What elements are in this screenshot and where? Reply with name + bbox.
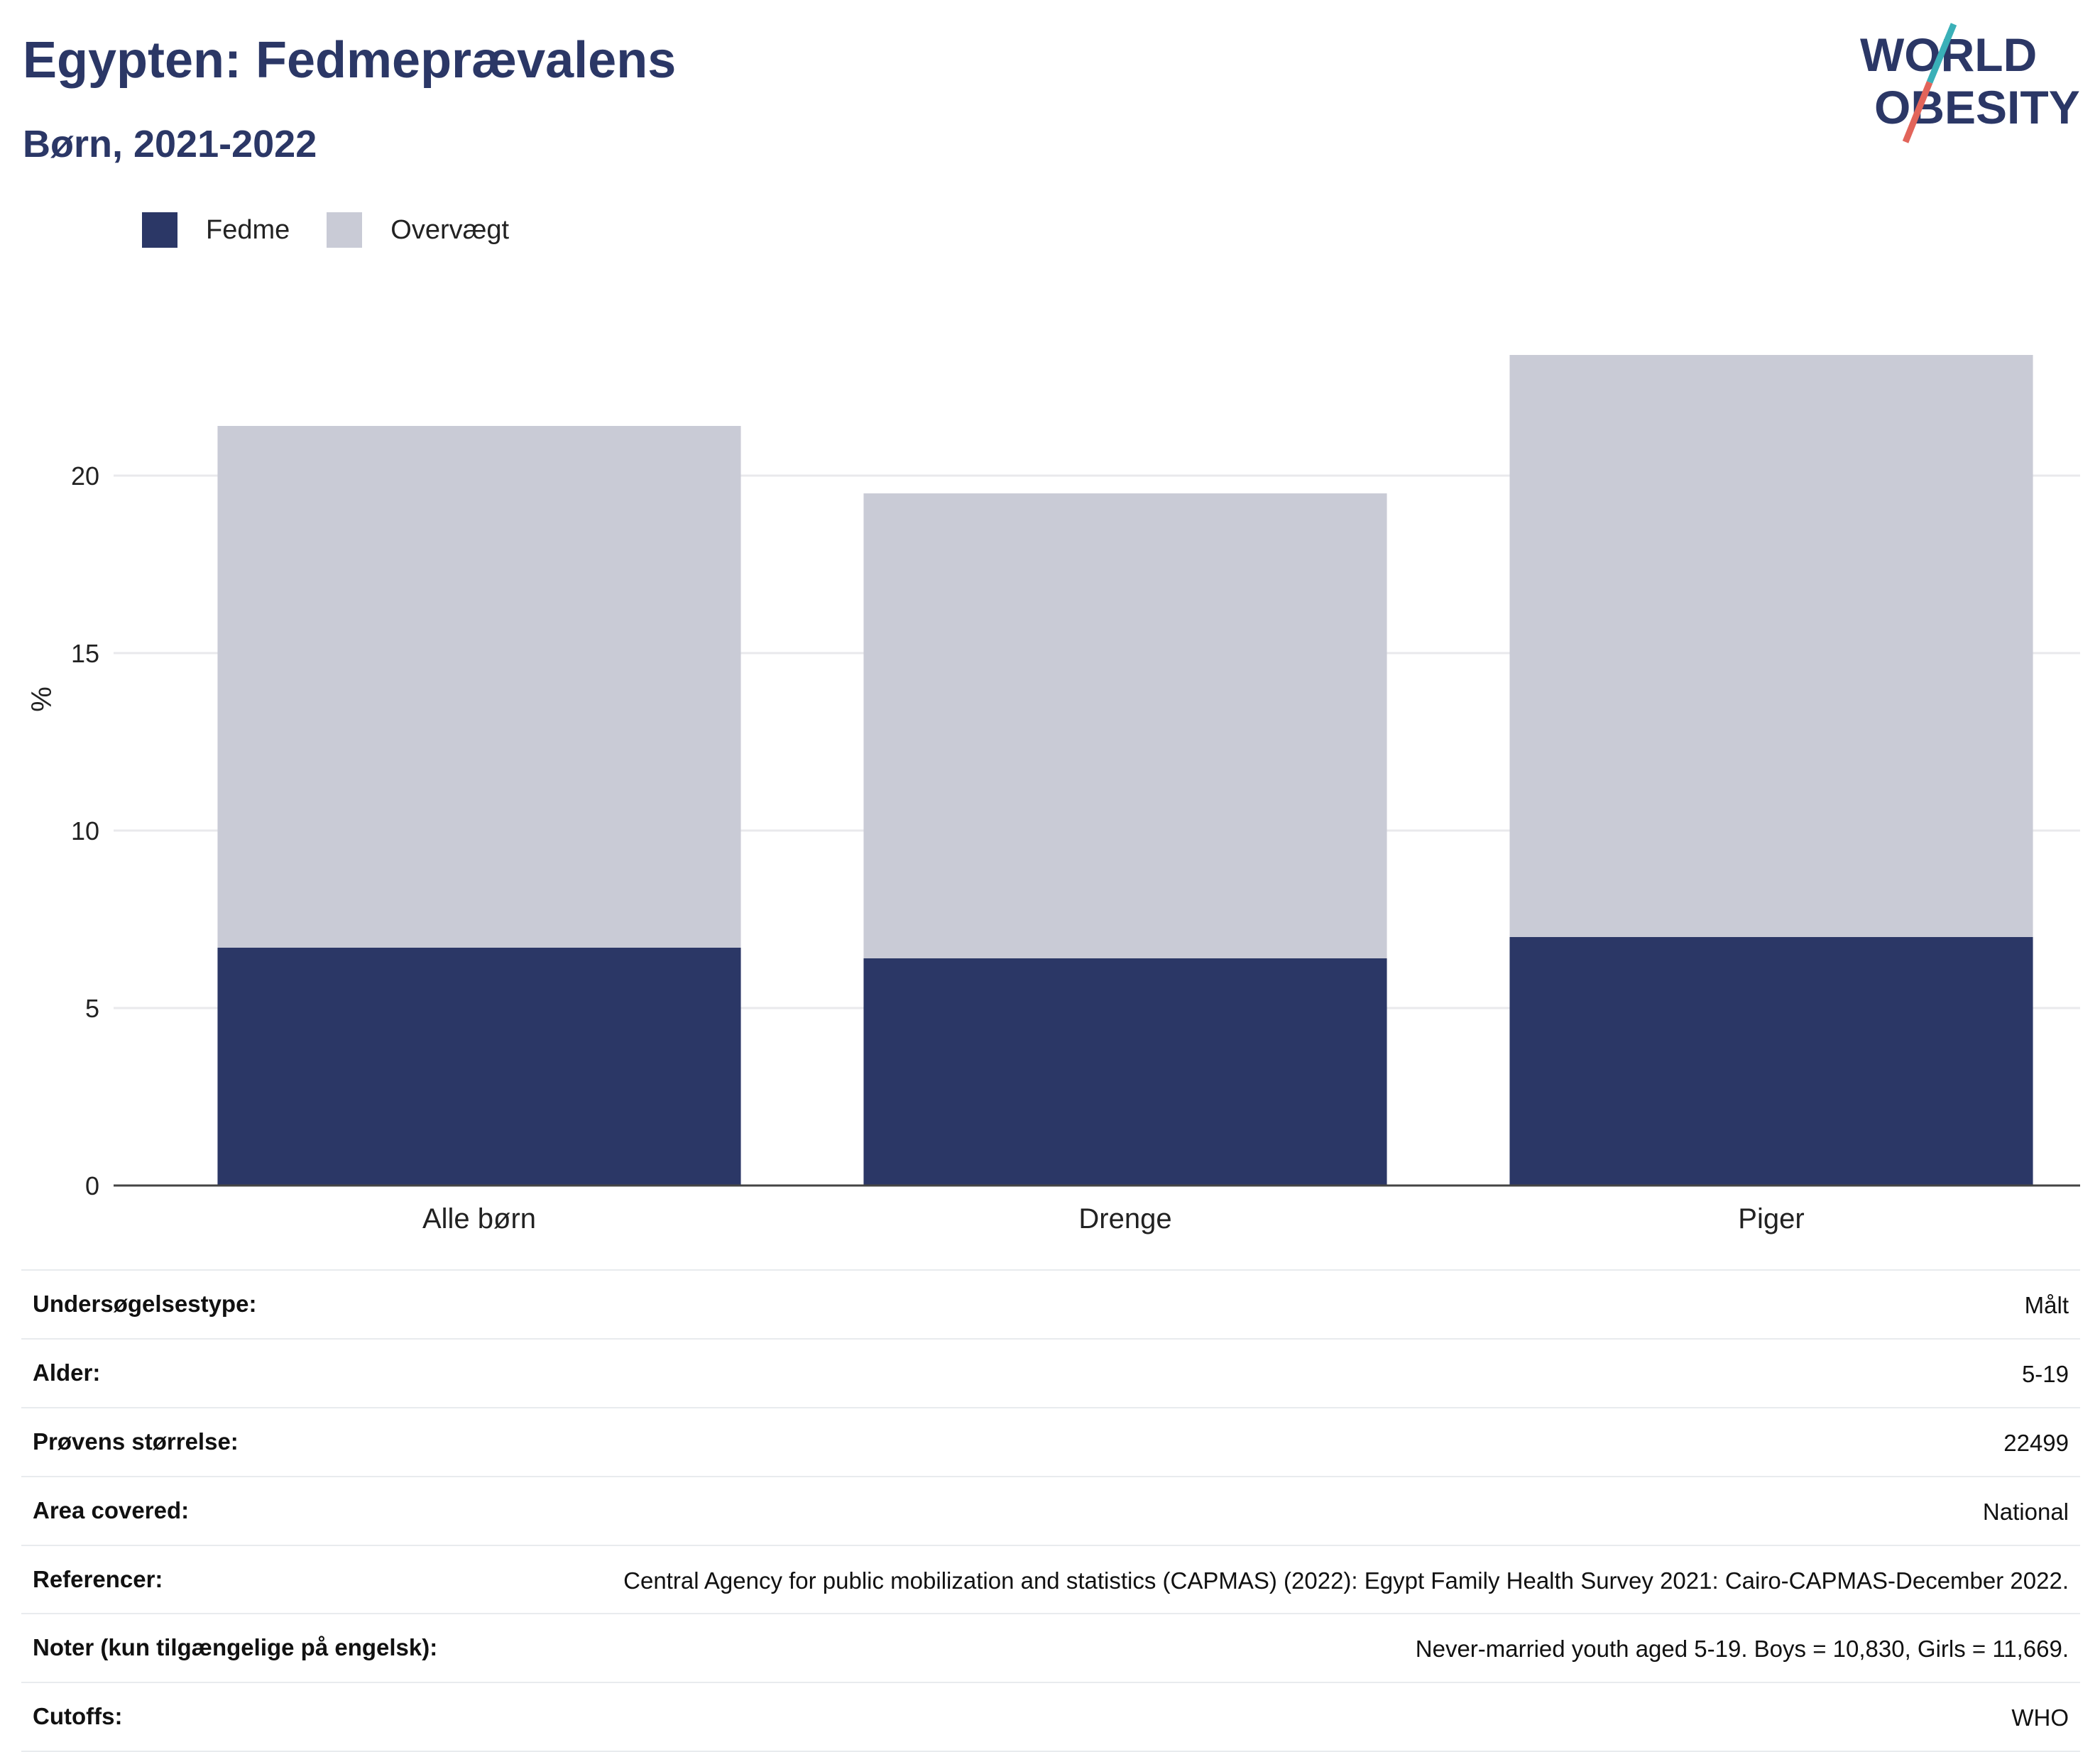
info-label: Prøvens størrelse: xyxy=(33,1428,239,1455)
info-label: Cutoffs: xyxy=(33,1703,123,1730)
info-value: Never-married youth aged 5-19. Boys = 10… xyxy=(1415,1636,2069,1663)
legend-item-overvaegt[interactable]: Overvægt xyxy=(327,212,509,248)
bar-overvaegt[interactable] xyxy=(217,426,741,948)
info-label: Area covered: xyxy=(33,1496,190,1523)
legend-swatch-fedme xyxy=(142,212,177,248)
logo-text-obesity: OBESITY xyxy=(1874,81,2080,133)
x-tick-label: Alle børn xyxy=(422,1203,536,1234)
x-tick-label: Drenge xyxy=(1078,1203,1171,1234)
y-tick-label: 5 xyxy=(85,994,99,1023)
legend-item-fedme[interactable]: Fedme xyxy=(142,212,290,248)
info-value: National xyxy=(1982,1498,2069,1525)
y-axis-title: % xyxy=(26,686,58,712)
bar-fedme[interactable] xyxy=(217,948,741,1186)
page-title: Egypten: Fedmeprævalens xyxy=(23,32,677,89)
bar-overvaegt[interactable] xyxy=(863,493,1387,958)
bar-fedme[interactable] xyxy=(863,958,1387,1186)
info-value: Målt xyxy=(2024,1292,2069,1318)
info-value: 5-19 xyxy=(2021,1360,2069,1387)
info-value: Central Agency for public mobilization a… xyxy=(623,1567,2069,1594)
info-label: Undersøgelsestype: xyxy=(33,1291,257,1317)
y-tick-label: 15 xyxy=(71,639,99,668)
legend-label-fedme: Fedme xyxy=(206,214,290,245)
logo-teal-stroke xyxy=(1926,23,1957,84)
info-table: Undersøgelsestype: Målt Alder: 5-19 Prøvens … xyxy=(21,1269,2080,1752)
x-tick-label: Piger xyxy=(1738,1203,1804,1234)
info-label: Noter (kun tilgængelige på engelsk): xyxy=(33,1634,438,1661)
y-tick-label: 0 xyxy=(85,1171,99,1200)
info-row: Alder: 5-19 xyxy=(21,1340,2080,1408)
info-value: 22499 xyxy=(2003,1429,2069,1456)
stacked-bar-chart: 0 5 10 15 20% Alle børn Drenge Piger xyxy=(26,355,2080,1234)
info-row: Referencer: Central Agency for public mob… xyxy=(21,1546,2080,1615)
info-row: Prøvens størrelse: 22499 xyxy=(21,1408,2080,1477)
info-label: Referencer: xyxy=(33,1565,163,1592)
legend-swatch-overvaegt xyxy=(327,212,363,248)
bar-overvaegt[interactable] xyxy=(1509,355,2033,937)
page-subtitle: Børn, 2021-2022 xyxy=(23,123,317,165)
info-row: Undersøgelsestype: Målt xyxy=(21,1271,2080,1340)
y-tick-label: 20 xyxy=(71,461,99,491)
chart-legend: Fedme Overvægt xyxy=(142,210,546,250)
info-row: Noter (kun tilgængelige på engelsk): Neve… xyxy=(21,1614,2080,1684)
y-tick-label: 10 xyxy=(71,816,99,845)
info-label: Alder: xyxy=(33,1359,101,1386)
info-row: Area covered: National xyxy=(21,1477,2080,1546)
world-obesity-logo: WORLD OBESITY xyxy=(1860,23,2080,143)
legend-label-overvaegt: Overvægt xyxy=(390,214,510,245)
bar-fedme[interactable] xyxy=(1509,937,2033,1186)
info-row: Cutoffs: WHO xyxy=(21,1683,2080,1752)
info-value: WHO xyxy=(2011,1704,2069,1731)
logo-red-stroke xyxy=(1902,81,1933,143)
